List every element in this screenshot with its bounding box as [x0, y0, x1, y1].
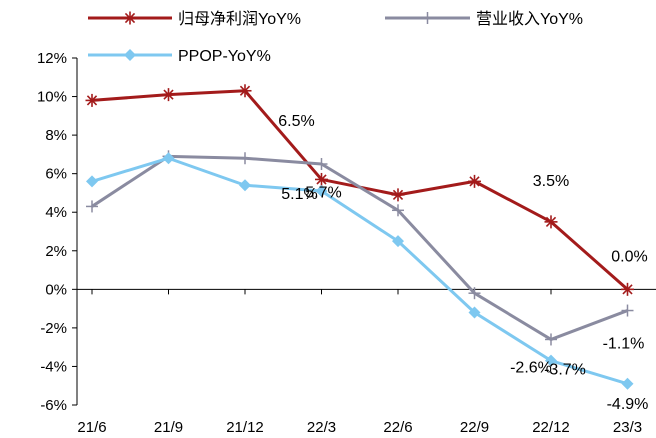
- legend-label: PPOP-YoY%: [178, 48, 271, 65]
- data-point: [162, 88, 175, 102]
- data-point: [392, 235, 404, 248]
- diamond-marker: [468, 306, 481, 319]
- data-point: [162, 152, 175, 165]
- y-tick-label: -6%: [40, 397, 67, 414]
- legend-label: 营业收入YoY%: [476, 10, 583, 28]
- axes: 12% 10% 8% 6% 4% 2% 0% -2% -4% -6% 21/6 21/9 21/12 22…: [37, 50, 656, 436]
- x-tick-label: 22/9: [460, 419, 489, 436]
- data-point: [621, 282, 634, 296]
- data-label: -2.6%: [510, 359, 552, 376]
- y-tick-label: 6%: [45, 166, 67, 183]
- data-label: 0.0%: [611, 248, 647, 265]
- x-tick-label: 21/12: [226, 419, 264, 436]
- legend-label: 归母净利润YoY%: [178, 10, 301, 28]
- data-point: [621, 377, 634, 390]
- y-tick-label: -4%: [40, 358, 67, 375]
- data-point: [391, 188, 405, 202]
- data-point: [545, 354, 557, 367]
- series-0: [85, 84, 634, 296]
- diamond-marker: [124, 49, 136, 61]
- data-point: [468, 287, 481, 300]
- data-point: [315, 172, 328, 186]
- legend-item-2: PPOP-YoY%: [88, 48, 271, 65]
- data-point: [239, 179, 251, 192]
- y-tick-label: -2%: [40, 320, 67, 337]
- data-label: -4.9%: [607, 396, 649, 413]
- data-label: 6.5%: [278, 113, 314, 130]
- diamond-marker: [86, 175, 98, 188]
- diamond-marker: [239, 179, 251, 192]
- x-tick-label: 22/3: [307, 419, 336, 436]
- data-point: [392, 204, 404, 217]
- data-label: 5.1%: [281, 186, 317, 203]
- y-tick-label: 0%: [45, 281, 67, 298]
- diamond-marker: [315, 185, 328, 198]
- y-tick-label: 8%: [45, 127, 67, 144]
- diamond-marker: [392, 235, 404, 248]
- series-line: [91, 89, 629, 291]
- diamond-marker: [545, 354, 557, 367]
- data-label: 3.5%: [533, 173, 569, 190]
- data-point: [238, 84, 252, 98]
- y-tick-label: 10%: [37, 89, 67, 106]
- data-labels: 6.5% 5.1%5.7% 3.5% 0.0% -3.7%-2.6% -1.1% -4.9%: [278, 113, 648, 413]
- legend: 归母净利润YoY% 营业收入YoY% PPOP-YoY%: [88, 10, 583, 65]
- data-point: [86, 200, 98, 213]
- data-point: [86, 175, 98, 188]
- data-point: [239, 152, 251, 165]
- legend-item-0: 归母净利润YoY%: [88, 10, 301, 28]
- y-tick-label: 12%: [37, 50, 67, 67]
- legend-item-1: 营业收入YoY%: [385, 10, 583, 28]
- data-point: [545, 333, 557, 346]
- data-label: 5.7%: [305, 184, 341, 201]
- x-tick-label: 23/3: [613, 419, 642, 436]
- x-tick-label: 22/6: [383, 419, 412, 436]
- data-point: [468, 174, 481, 188]
- data-point: [85, 93, 99, 107]
- series-line: [91, 156, 628, 386]
- data-point: [468, 306, 481, 319]
- data-point: [544, 215, 558, 229]
- diamond-marker: [621, 377, 634, 390]
- data-point: [315, 185, 328, 198]
- series-2: [86, 152, 634, 390]
- x-tick-label: 22/12: [532, 419, 570, 436]
- data-point: [315, 158, 328, 171]
- y-tick-label: 2%: [45, 243, 67, 260]
- data-label: -3.7%: [544, 362, 586, 379]
- series-line: [91, 154, 629, 341]
- y-tick-label: 4%: [45, 204, 67, 221]
- data-label: -1.1%: [603, 336, 645, 353]
- x-tick-label: 21/9: [154, 419, 183, 436]
- series-layer: [85, 84, 634, 390]
- x-tick-label: 21/6: [77, 419, 106, 436]
- diamond-marker: [162, 152, 175, 165]
- data-point: [621, 304, 634, 317]
